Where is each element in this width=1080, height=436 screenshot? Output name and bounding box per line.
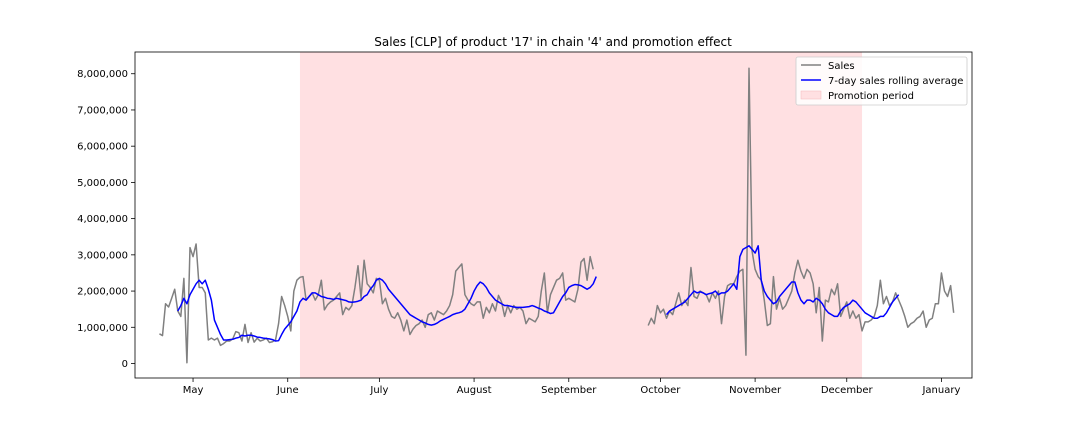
7-day-sales-rolling-average-line-segment-2 (665, 245, 900, 319)
x-tick-label: November (729, 385, 782, 396)
x-tick-label: May (183, 385, 204, 396)
legend-label-rolling-average: 7-day sales rolling average (828, 76, 963, 87)
y-tick-label: 5,000,000 (77, 178, 128, 189)
x-tick-label: July (369, 385, 388, 396)
x-tick-label: December (821, 385, 874, 396)
sales-line-segment-2 (647, 67, 955, 356)
7-day-sales-rolling-average-line-segment-1 (177, 276, 597, 342)
y-tick-label: 7,000,000 (77, 105, 128, 116)
x-tick-label: October (640, 385, 681, 396)
y-tick-label: 8,000,000 (77, 69, 128, 80)
chart-legend: Sales 7-day sales rolling average Promot… (795, 56, 968, 106)
x-tick-label: January (921, 385, 960, 396)
plot-frame (134, 51, 973, 379)
legend-swatch-promotion (800, 90, 822, 100)
y-tick-label: 2,000,000 (77, 287, 128, 298)
x-tick-label: August (457, 385, 492, 396)
y-tick-label: 4,000,000 (77, 214, 128, 225)
legend-label-promotion: Promotion period (828, 91, 914, 102)
y-tick-label: 3,000,000 (77, 250, 128, 261)
x-tick-label: June (276, 385, 299, 396)
promotion-period-band (299, 52, 863, 378)
y-tick-label: 6,000,000 (77, 142, 128, 153)
y-tick-label: 1,000,000 (77, 323, 128, 334)
legend-label-sales: Sales (828, 61, 855, 72)
x-tick-label: September (541, 385, 597, 396)
legend-box (795, 56, 968, 106)
y-tick-label: 0 (122, 359, 128, 370)
chart-title: Sales [CLP] of product '17' in chain '4'… (374, 35, 732, 49)
